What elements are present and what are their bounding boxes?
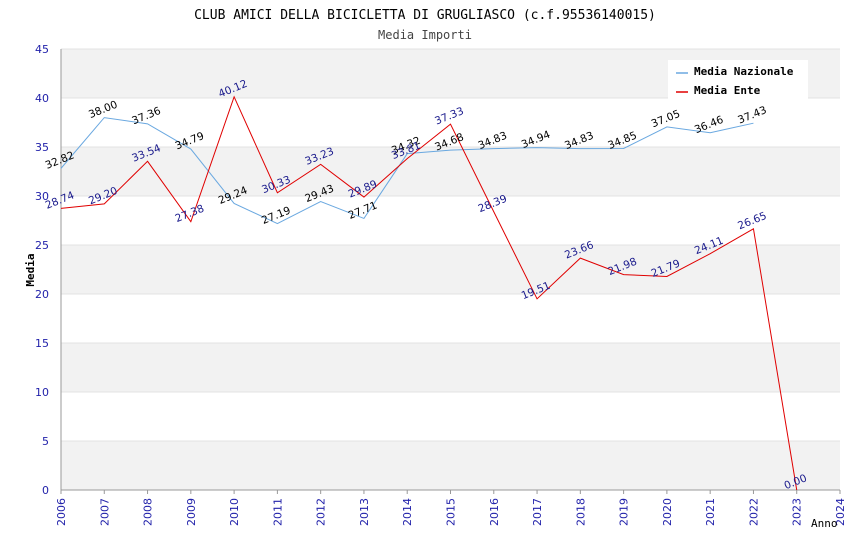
series-lines — [60, 95, 798, 491]
background-band — [61, 343, 840, 392]
series-line-media-ente — [60, 95, 798, 491]
data-label: 27.38 — [174, 203, 206, 225]
y-tick-label: 35 — [35, 141, 49, 154]
data-label: 26.65 — [736, 210, 768, 232]
x-tick-label: 2012 — [315, 498, 328, 526]
x-tick-label: 2018 — [574, 498, 587, 526]
x-tick-label: 2022 — [747, 498, 760, 526]
y-tick-label: 25 — [35, 239, 49, 252]
legend: Media Nazionale Media Ente — [668, 60, 808, 102]
background-bands — [61, 49, 840, 490]
data-label: 27.19 — [260, 205, 292, 227]
data-label: 38.00 — [87, 99, 119, 121]
legend-label-nazionale: Media Nazionale — [694, 65, 794, 78]
x-tick-label: 2008 — [142, 498, 155, 526]
y-tick-label: 15 — [35, 337, 49, 350]
y-tick-label: 30 — [35, 190, 49, 203]
background-band — [61, 147, 840, 196]
x-tick-label: 2011 — [271, 498, 284, 526]
y-axis-label: Media — [24, 253, 37, 286]
x-tick-label: 2007 — [98, 498, 111, 526]
background-band — [61, 245, 840, 294]
chart-title: CLUB AMICI DELLA BICICLETTA DI GRUGLIASC… — [194, 8, 656, 23]
x-tick-label: 2009 — [185, 498, 198, 526]
legend-label-ente: Media Ente — [694, 84, 761, 97]
x-tick-label: 2021 — [704, 498, 717, 526]
x-axis-label: Anno — [811, 517, 838, 530]
x-tick-label: 2013 — [358, 498, 371, 526]
data-label: 37.33 — [433, 105, 465, 127]
legend-background — [668, 60, 808, 102]
gridlines — [61, 48, 840, 491]
x-tick-label: 2020 — [661, 498, 674, 526]
x-tick-labels: 2006 2007 2008 2009 2010 2011 2012 2013 2014 2015… — [55, 490, 847, 526]
x-tick-label: 2023 — [791, 498, 804, 526]
x-tick-label: 2019 — [618, 498, 631, 526]
y-tick-label: 5 — [42, 435, 49, 448]
y-tick-label: 10 — [35, 386, 49, 399]
y-tick-label: 0 — [42, 484, 49, 497]
chart-subtitle: Media Importi — [378, 28, 472, 42]
y-tick-label: 40 — [35, 92, 49, 105]
y-tick-labels: 0 5 10 15 20 25 30 35 40 45 — [35, 43, 49, 497]
x-tick-label: 2014 — [401, 498, 414, 526]
x-tick-label: 2006 — [55, 498, 68, 526]
background-band — [61, 441, 840, 490]
x-tick-label: 2010 — [228, 498, 241, 526]
y-tick-label: 20 — [35, 288, 49, 301]
y-tick-label: 45 — [35, 43, 49, 56]
x-tick-label: 2017 — [531, 498, 544, 526]
series-line-media-nazionale — [60, 117, 754, 225]
x-tick-label: 2015 — [445, 498, 458, 526]
x-tick-label: 2016 — [488, 498, 501, 526]
x-tick-label: 2024 — [834, 498, 847, 526]
